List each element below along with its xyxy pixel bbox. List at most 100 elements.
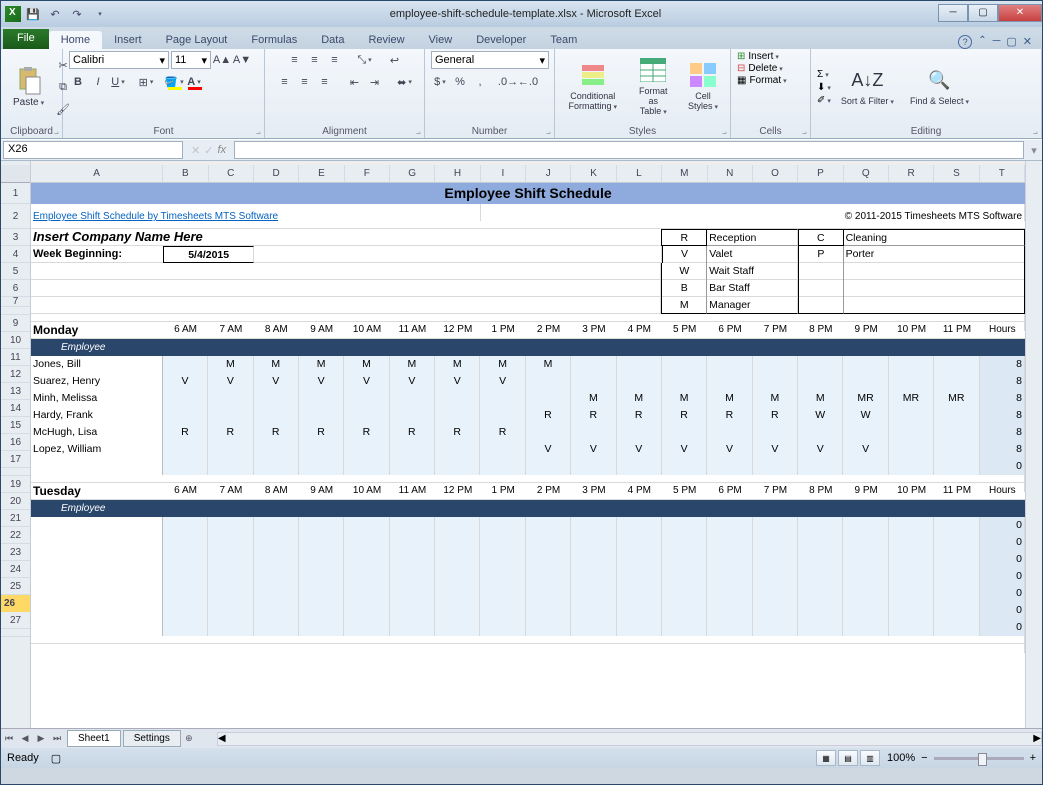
column-headers[interactable]: ABCDEFGHIJKLMNOPQRST <box>31 165 1025 183</box>
maximize-button[interactable]: ▢ <box>968 4 998 22</box>
delete-cells-button[interactable]: ⊟Delete <box>737 63 804 74</box>
sheet-tab-settings[interactable]: Settings <box>123 730 181 747</box>
minimize-ribbon-icon[interactable]: ⌃ <box>978 35 986 49</box>
sort-filter-button[interactable]: A↓ZSort & Filter <box>835 64 900 110</box>
number-format-select[interactable]: General▾ <box>431 51 549 69</box>
zoom-level[interactable]: 100% <box>887 752 915 764</box>
find-select-button[interactable]: 🔍Find & Select <box>904 64 975 110</box>
tab-nav-last-icon[interactable]: ⏭ <box>49 733 65 744</box>
tab-formulas[interactable]: Formulas <box>239 31 309 49</box>
formula-input[interactable] <box>234 141 1024 159</box>
font-size-select[interactable]: 11▾ <box>171 51 211 69</box>
tab-developer[interactable]: Developer <box>464 31 538 49</box>
tab-pagelayout[interactable]: Page Layout <box>154 31 240 49</box>
zoom-slider[interactable] <box>934 757 1024 760</box>
normal-view-icon[interactable]: ▦ <box>816 750 836 766</box>
quick-access-toolbar: 💾 ↶ ↷ <box>1 4 113 24</box>
sheet-tab-sheet1[interactable]: Sheet1 <box>67 730 121 747</box>
tab-file[interactable]: File <box>3 29 49 49</box>
decrease-decimal-icon[interactable]: ←.0 <box>519 73 537 91</box>
comma-icon[interactable]: , <box>471 73 489 91</box>
vertical-scrollbar[interactable] <box>1025 161 1042 728</box>
editing-label: Editing <box>811 125 1041 138</box>
close-button[interactable]: ✕ <box>998 4 1042 22</box>
underline-button[interactable]: U <box>109 73 127 91</box>
currency-icon[interactable]: $ <box>431 73 449 91</box>
tab-nav-next-icon[interactable]: ▶ <box>33 733 49 744</box>
row-headers[interactable]: 1 2 3456 7 91011121314151617 19202122232… <box>1 161 31 728</box>
name-box[interactable]: X26 <box>3 141 183 159</box>
help-icon[interactable]: ? <box>958 35 972 49</box>
macro-record-icon[interactable]: ▢ <box>51 752 61 765</box>
align-bottom-icon[interactable]: ≡ <box>326 51 344 69</box>
minimize-button[interactable]: ─ <box>938 4 968 22</box>
excel-icon <box>5 6 21 22</box>
grid[interactable]: ABCDEFGHIJKLMNOPQRST Employee Shift Sche… <box>31 161 1025 728</box>
orientation-icon[interactable]: ⤡ <box>356 51 374 69</box>
paste-button[interactable]: Paste <box>7 65 50 110</box>
horizontal-scrollbar[interactable]: ◀▶ <box>217 732 1042 746</box>
group-clipboard: Paste ✂ ⧉ 🖌 Clipboard <box>1 49 63 138</box>
ribbon: Paste ✂ ⧉ 🖌 Clipboard Calibri▾ 11▾ A▲ A▼ <box>1 49 1042 139</box>
fill-icon[interactable]: ⬇ <box>817 82 831 93</box>
align-middle-icon[interactable]: ≡ <box>306 51 324 69</box>
format-as-table-button[interactable]: Format as Table <box>629 54 678 120</box>
doc-restore-icon[interactable]: ▢ <box>1006 35 1016 49</box>
save-icon[interactable]: 💾 <box>23 4 43 24</box>
cell-styles-button[interactable]: Cell Styles <box>682 59 724 115</box>
shrink-font-icon[interactable]: A▼ <box>233 51 251 69</box>
select-all-corner[interactable] <box>1 165 30 183</box>
tab-view[interactable]: View <box>417 31 465 49</box>
decrease-indent-icon[interactable]: ⇤ <box>346 73 364 91</box>
grow-font-icon[interactable]: A▲ <box>213 51 231 69</box>
group-styles: Conditional Formatting Format as Table C… <box>555 49 731 138</box>
tab-home[interactable]: Home <box>49 31 102 49</box>
tab-review[interactable]: Review <box>356 31 416 49</box>
redo-icon[interactable]: ↷ <box>67 4 87 24</box>
clear-icon[interactable]: ✐ <box>817 95 831 106</box>
wrap-text-icon[interactable]: ↩ <box>386 51 404 69</box>
border-button[interactable]: ⊞ <box>137 73 155 91</box>
pagelayout-view-icon[interactable]: ▤ <box>838 750 858 766</box>
undo-icon[interactable]: ↶ <box>45 4 65 24</box>
merge-center-icon[interactable]: ⬌ <box>396 73 414 91</box>
increase-indent-icon[interactable]: ⇥ <box>366 73 384 91</box>
number-label: Number <box>425 125 554 138</box>
styles-label: Styles <box>555 125 730 138</box>
clipboard-label: Clipboard <box>1 125 62 138</box>
percent-icon[interactable]: % <box>451 73 469 91</box>
confirm-edit-icon[interactable]: ✓ <box>204 144 213 157</box>
fill-color-button[interactable]: 🪣 <box>165 73 183 91</box>
conditional-formatting-button[interactable]: Conditional Formatting <box>561 59 625 115</box>
font-name-select[interactable]: Calibri▾ <box>69 51 169 69</box>
tab-nav-prev-icon[interactable]: ◀ <box>17 733 33 744</box>
format-cells-button[interactable]: ▦Format <box>737 75 804 86</box>
fx-icon[interactable]: fx <box>217 144 226 157</box>
doc-minimize-icon[interactable]: ─ <box>993 35 1001 49</box>
bold-button[interactable]: B <box>69 73 87 91</box>
zoom-in-icon[interactable]: + <box>1030 752 1036 764</box>
doc-close-icon[interactable]: ✕ <box>1023 35 1032 49</box>
new-sheet-icon[interactable]: ⊕ <box>181 733 197 744</box>
align-left-icon[interactable]: ≡ <box>276 73 294 91</box>
tab-data[interactable]: Data <box>309 31 356 49</box>
insert-cells-button[interactable]: ⊞Insert <box>737 51 804 62</box>
ribbon-tabs: File Home Insert Page Layout Formulas Da… <box>1 27 1042 49</box>
qat-customize-icon[interactable] <box>89 4 109 24</box>
tab-nav-first-icon[interactable]: ⏮ <box>1 733 17 744</box>
group-number: General▾ $ % , .0→ ←.0 Number <box>425 49 555 138</box>
align-right-icon[interactable]: ≡ <box>316 73 334 91</box>
expand-fbar-icon[interactable]: ▾ <box>1026 144 1042 157</box>
tab-insert[interactable]: Insert <box>102 31 154 49</box>
italic-button[interactable]: I <box>89 73 107 91</box>
font-color-button[interactable]: A <box>185 73 203 91</box>
align-center-icon[interactable]: ≡ <box>296 73 314 91</box>
autosum-icon[interactable]: Σ <box>817 69 831 80</box>
zoom-out-icon[interactable]: − <box>921 752 927 764</box>
alignment-label: Alignment <box>265 125 424 138</box>
tab-team[interactable]: Team <box>538 31 589 49</box>
cancel-edit-icon[interactable]: ✕ <box>191 144 200 157</box>
increase-decimal-icon[interactable]: .0→ <box>499 73 517 91</box>
align-top-icon[interactable]: ≡ <box>286 51 304 69</box>
pagebreak-view-icon[interactable]: ▥ <box>860 750 880 766</box>
